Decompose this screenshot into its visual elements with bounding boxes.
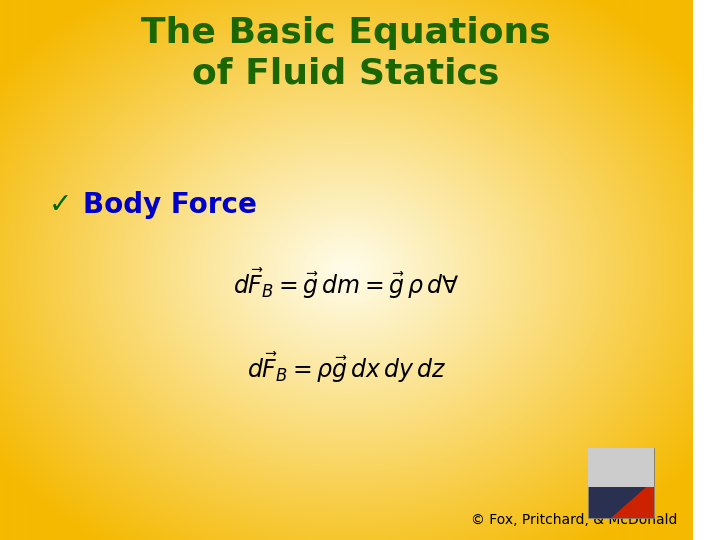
FancyBboxPatch shape bbox=[588, 448, 654, 518]
Text: Body Force: Body Force bbox=[83, 191, 257, 219]
FancyBboxPatch shape bbox=[588, 448, 654, 487]
Text: © Fox, Pritchard, & McDonald: © Fox, Pritchard, & McDonald bbox=[471, 512, 677, 526]
Text: $d\vec{F}_B = \rho\vec{g}\, dx\, dy\, dz$: $d\vec{F}_B = \rho\vec{g}\, dx\, dy\, dz… bbox=[246, 350, 446, 384]
Text: $d\vec{F}_B = \vec{g}\,dm = \vec{g}\,\rho\, d\forall$: $d\vec{F}_B = \vec{g}\,dm = \vec{g}\,\rh… bbox=[233, 266, 459, 301]
Polygon shape bbox=[611, 480, 654, 518]
Text: ✓: ✓ bbox=[48, 191, 72, 219]
Text: The Basic Equations
of Fluid Statics: The Basic Equations of Fluid Statics bbox=[141, 16, 551, 91]
